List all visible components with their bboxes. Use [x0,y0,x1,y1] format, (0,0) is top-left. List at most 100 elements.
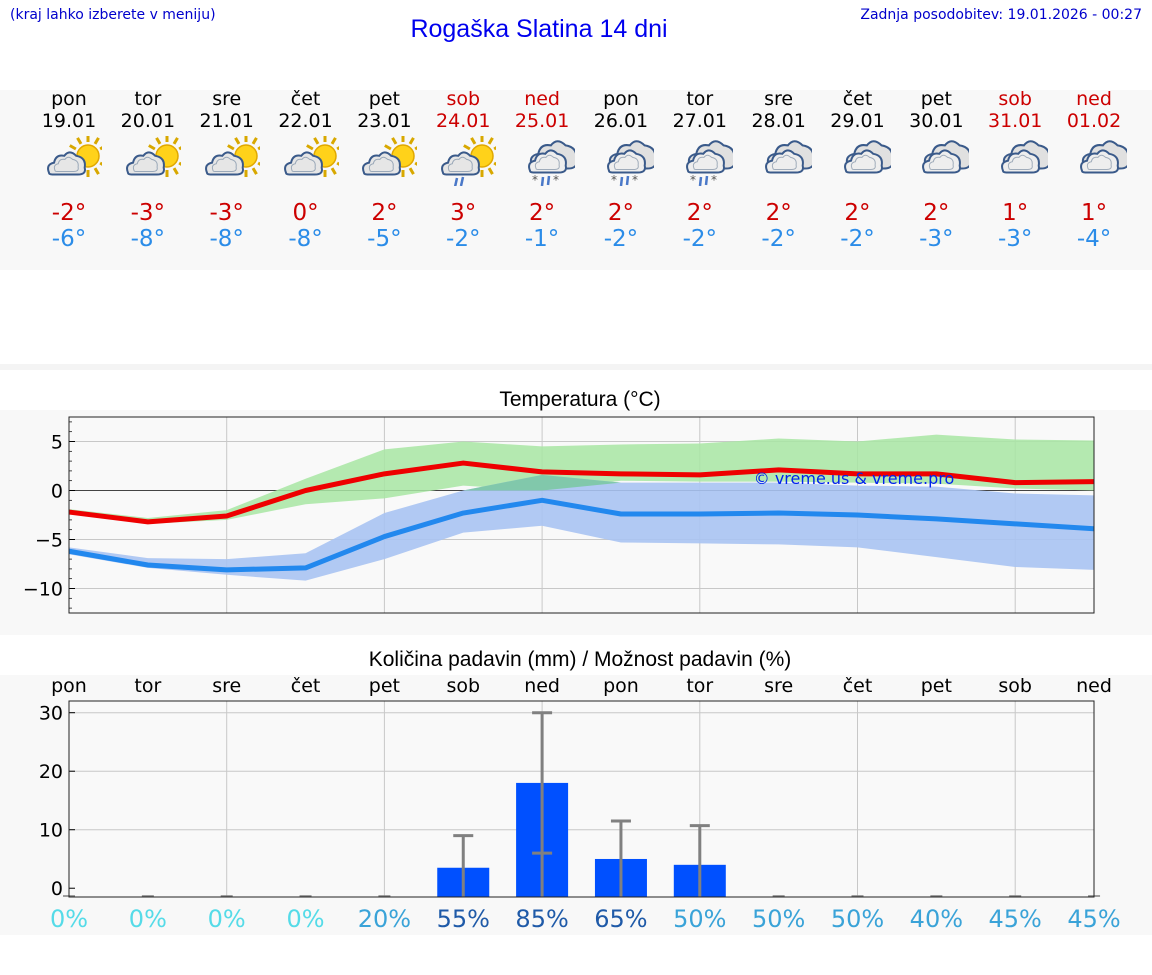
cloud-inner [53,156,79,172]
sun-ray [251,137,258,145]
forecast-max-temp: -3° [209,200,244,226]
forecast-max-temp: 1° [1002,200,1029,226]
snowflake: * [711,173,717,186]
precip-probability: 0% [50,905,88,933]
sun-ray [147,144,156,151]
forecast-max-temp: 2° [607,200,634,226]
forecast-dow: sre [764,88,794,110]
forecast-dow: pon [603,88,639,110]
raindrop [546,175,551,186]
sun-ray [172,167,179,175]
forecast-dow: tor [686,88,714,110]
forecast-min-temp: -2° [840,226,875,252]
sun-ray [99,161,102,166]
cloud-shape [125,151,165,176]
forecast-date: 27.01 [672,110,727,132]
temperature-chart-title: Temperatura (°C) [499,388,661,411]
forecast-max-temp: 2° [371,200,398,226]
forecast-day: sre 21.01 -3° -8° [182,88,272,252]
forecast-day: sob 31.01 1° -3° [970,88,1060,252]
forecast-dow: pet [368,88,400,110]
cloud-sleet-icon: * * [528,140,576,186]
y-tick-label: 20 [39,761,63,783]
forecast-max-temp: 1° [1080,200,1108,226]
forecast-date: 20.01 [120,110,176,132]
sun-cloud-icon [204,136,260,177]
forecast-min-temp: -3° [919,226,954,252]
snowflake: * [611,173,617,186]
x-category-label: sre [764,675,793,697]
sun-ray [330,167,337,175]
sun-ray [305,144,314,151]
forecast-min-temp: -5° [367,226,402,252]
sun-ray [99,146,102,151]
forecast-day: sre 28.01 2° -2° [734,88,824,252]
sun-ray [233,137,240,145]
forecast-dow: pon [51,88,87,110]
cloud-inner [448,156,474,172]
forecast-dow: tor [134,88,162,110]
sun-ray [487,137,495,145]
forecast-day: pet 23.01 2° -5° [339,88,429,252]
plot-frame [68,700,1095,898]
sun-ray [93,137,100,145]
forecast-max-temp: 2° [923,200,950,226]
cloud-inner [692,154,718,170]
sun-ray [172,137,179,145]
y-tick-label: −5 [35,530,63,552]
forecast-date: 31.01 [987,110,1043,132]
y-tick-label: 0 [51,481,63,503]
forecast-min-temp: -4° [1076,226,1112,252]
raindrop [460,176,465,186]
forecast-day: pon 26.01 * * 2° -2° [576,88,666,252]
forecast-date: 22.01 [278,110,333,132]
cloud-shape [685,149,725,174]
plot-frame [68,416,1095,614]
forecast-min-temp: -8° [130,226,166,252]
cloud-inner [1008,154,1033,170]
y-tick-label: −10 [23,579,63,601]
forecast-dow: sob [998,88,1032,110]
forecast-min-temp: -3° [997,226,1033,252]
raindrop [454,177,459,186]
forecast-date: 26.01 [593,110,649,132]
sun-ray [391,137,398,145]
forecast-day: pon 19.01 -2° -6° [24,88,114,252]
sun-cloud-icon [283,136,339,177]
sun-ray [414,161,418,166]
sun-cloud-icon [125,136,181,177]
sun-ray [226,144,235,151]
sun-ray [493,146,497,151]
forecast-day: ned 01.02 1° -4° [1049,88,1139,252]
cloud-inner [613,154,639,170]
forecast-max-temp: -3° [130,200,166,226]
precip-probability: 55% [437,905,490,933]
raindrop [619,176,624,186]
y-tick-label: 5 [51,432,63,454]
snowflake: * [553,173,559,186]
precipitation-chart-title: Količina padavin (mm) / Možnost padavin … [368,648,792,671]
forecast-dow: sob [446,88,481,110]
forecast-max-temp: 2° [844,200,871,226]
x-category-label: ned [524,675,560,697]
forecast-date: 30.01 [909,110,964,132]
cloud-shape [204,151,244,176]
sun-ray [493,161,497,166]
forecast-min-temp: -2° [761,226,796,252]
forecast-dow: ned [524,88,560,110]
cloud-icon [1001,140,1049,174]
region-hint[interactable]: (kraj lahko izberete v meniju) [10,7,216,23]
cloud-inner [929,154,955,170]
precip-probability: 40% [910,905,963,933]
snowflake: * [532,173,538,186]
forecast-max-temp: 3° [450,200,477,226]
sun-cloud-icon [362,136,418,177]
sun-cloud-rain-icon [441,136,497,186]
sun-ray [312,137,319,145]
sun-ray [335,161,339,166]
sun-ray [257,146,260,151]
y-tick-label: 10 [39,820,63,842]
y-tick-label: 30 [39,703,63,725]
forecast-dow: pet [920,88,952,110]
sun-ray [384,144,393,151]
